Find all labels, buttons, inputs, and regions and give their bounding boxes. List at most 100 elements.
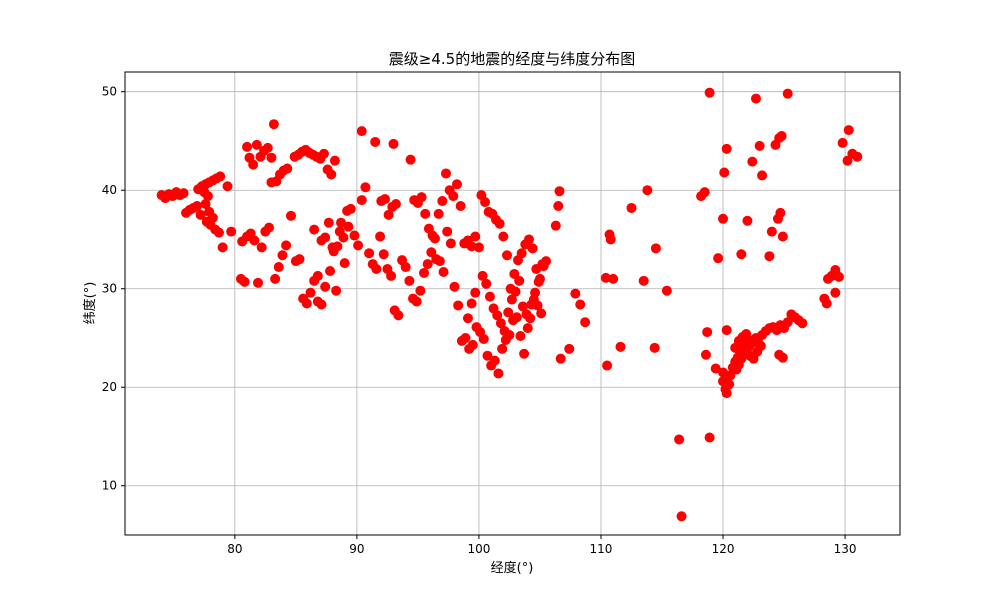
scatter-point	[388, 138, 399, 149]
scatter-point	[316, 299, 327, 310]
scatter-point	[360, 182, 371, 193]
scatter-point	[448, 191, 459, 202]
scatter-point	[264, 222, 275, 233]
x-tick-label: 120	[712, 542, 735, 556]
scatter-point	[318, 148, 329, 159]
scatter-point	[449, 281, 460, 292]
scatter-point	[455, 200, 466, 211]
scatter-point	[364, 248, 375, 259]
scatter-point	[415, 285, 426, 296]
scatter-point	[442, 226, 453, 237]
scatter-point	[766, 226, 777, 237]
scatter-point	[777, 352, 788, 363]
scatter-point	[178, 188, 189, 199]
scatter-point	[320, 281, 331, 292]
scatter-point	[852, 151, 863, 162]
y-tick-label: 50	[102, 85, 117, 99]
scatter-point	[305, 287, 316, 298]
scatter-point	[262, 142, 273, 153]
scatter-point	[481, 278, 492, 289]
scatter-point	[379, 194, 390, 205]
scatter-point	[719, 167, 730, 178]
scatter-point	[534, 273, 545, 284]
scatter-point	[564, 343, 575, 354]
scatter-point	[270, 273, 281, 284]
scatter-point	[478, 333, 489, 344]
scatter-point	[466, 241, 477, 252]
scatter-point	[674, 434, 685, 445]
scatter-point	[320, 232, 331, 243]
scatter-point	[843, 125, 854, 136]
scatter-point	[555, 353, 566, 364]
scatter-point	[411, 296, 422, 307]
scatter-point	[754, 140, 765, 151]
scatter-point	[338, 232, 349, 243]
scatter-point	[467, 339, 478, 350]
scatter-point	[339, 258, 350, 269]
scatter-point	[514, 275, 525, 286]
scatter-point	[538, 261, 549, 272]
scatter-point	[309, 224, 320, 235]
scatter-point	[525, 313, 536, 324]
scatter-point	[642, 185, 653, 196]
y-tick-label: 10	[102, 479, 117, 493]
scatter-point	[510, 286, 521, 297]
scatter-point	[764, 251, 775, 262]
scatter-point	[371, 264, 382, 275]
scatter-point	[251, 139, 262, 150]
scatter-point	[638, 275, 649, 286]
scatter-point	[453, 300, 464, 311]
ticks-layer: 80 90 100 110 120 130 10 20 30 40 50	[102, 85, 857, 556]
scatter-point	[492, 310, 503, 321]
scatter-point	[248, 159, 259, 170]
scatter-point	[433, 208, 444, 219]
y-tick-label: 20	[102, 380, 117, 394]
scatter-point	[842, 155, 853, 166]
scatter-point	[532, 300, 543, 311]
scatter-point	[266, 152, 277, 163]
scatter-point	[427, 230, 438, 241]
scatter-point	[331, 285, 342, 296]
scatter-point	[741, 329, 752, 340]
scatter-point	[700, 349, 711, 360]
scatter-point	[222, 181, 233, 192]
scatter-point	[217, 242, 228, 253]
scatter-point	[462, 313, 473, 324]
scatter-point	[554, 186, 565, 197]
scatter-point	[750, 93, 761, 104]
scatter-point	[386, 270, 397, 281]
scatter-point	[608, 273, 619, 284]
scatter-point	[602, 360, 613, 371]
plot-area-frame	[124, 71, 901, 536]
scatter-point	[383, 209, 394, 220]
scatter-point	[445, 238, 456, 249]
scatter-point	[570, 288, 581, 299]
scatter-point	[440, 168, 451, 179]
scatter-point	[575, 299, 586, 310]
scatter-point	[451, 179, 462, 190]
scatter-point	[405, 154, 416, 165]
scatter-point	[375, 231, 386, 242]
scatter-point	[506, 294, 517, 305]
scatter-point	[268, 119, 279, 130]
scatter-point	[239, 276, 250, 287]
scatter-point	[266, 177, 277, 188]
scatter-point	[742, 215, 753, 226]
scatter-point	[721, 143, 732, 154]
scatter-point	[460, 332, 471, 343]
scatter-point	[553, 200, 564, 211]
scatter-point	[192, 200, 203, 211]
scatter-point	[615, 341, 626, 352]
x-tick-label: 100	[467, 542, 490, 556]
scatter-point	[713, 253, 724, 264]
scatter-point	[356, 126, 367, 137]
scatter-point	[830, 287, 841, 298]
scatter-point	[285, 210, 296, 221]
scatter-point	[301, 298, 312, 309]
scatter-point	[312, 270, 323, 281]
scatter-point	[404, 275, 415, 286]
scatter-point	[605, 234, 616, 245]
scatter-point	[676, 511, 687, 522]
scatter-point	[349, 230, 360, 241]
scatter-point	[378, 249, 389, 260]
